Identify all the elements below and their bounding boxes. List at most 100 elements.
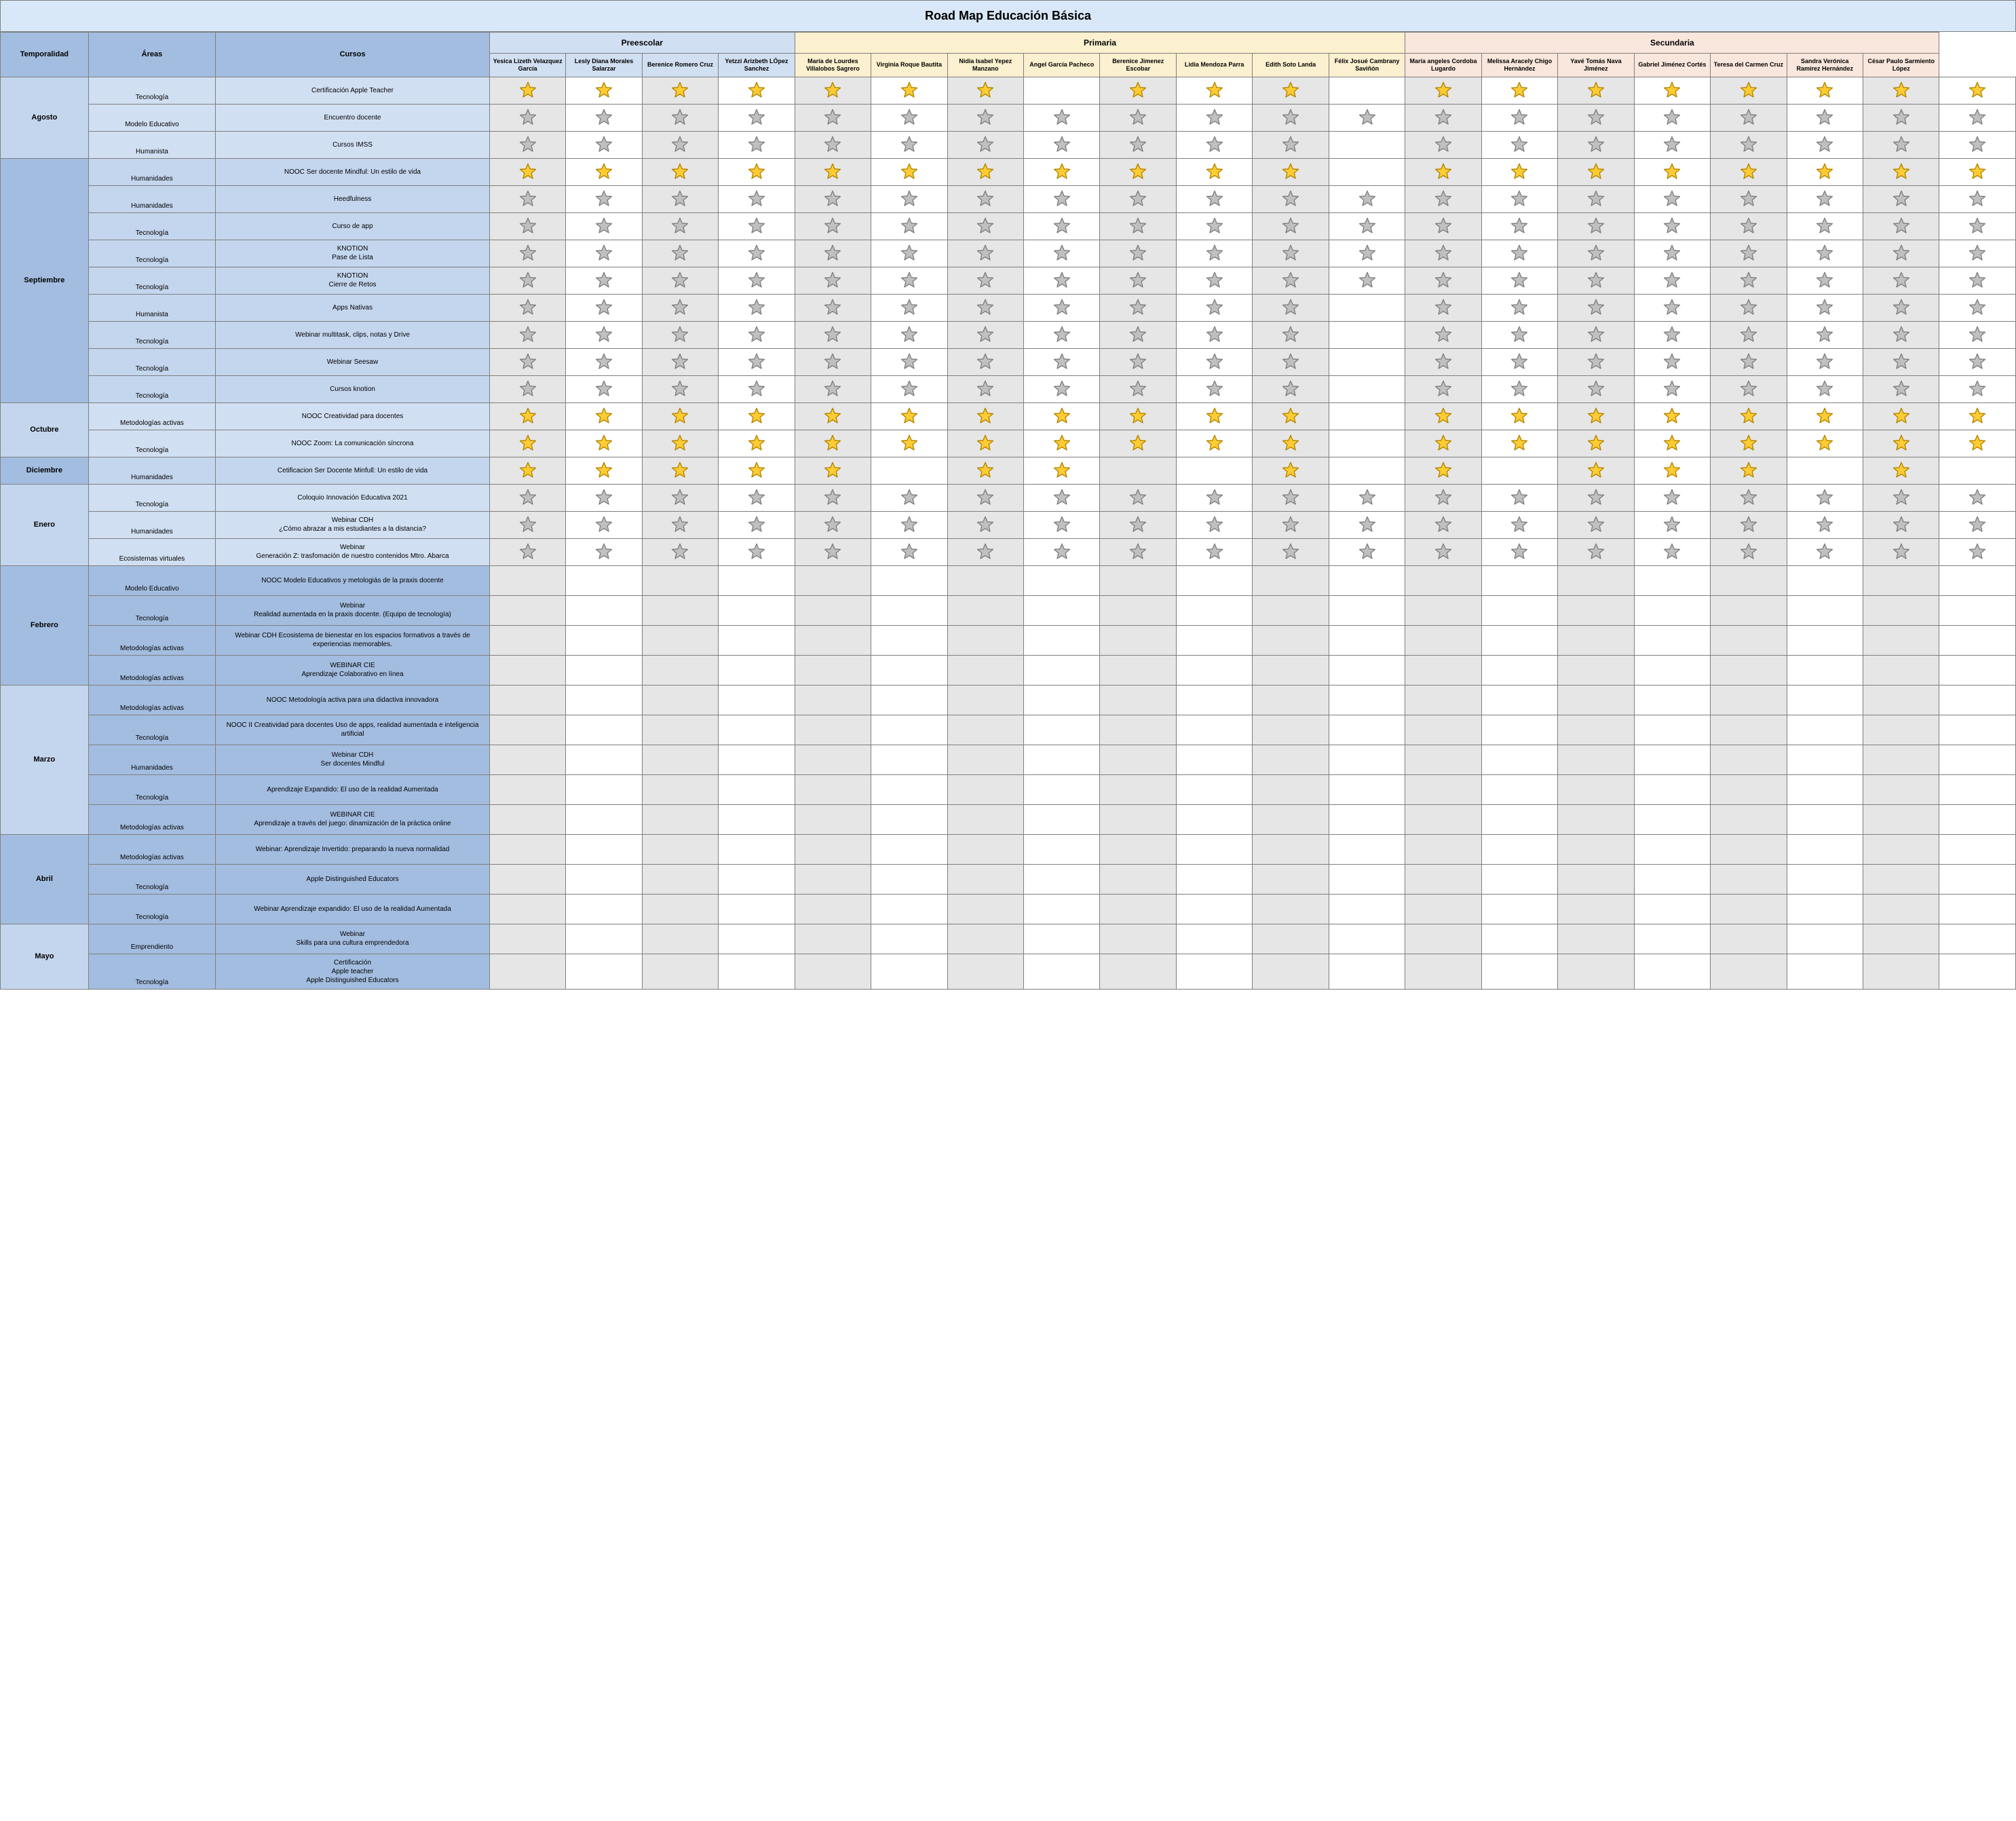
status-cell [642, 430, 718, 457]
star-icon [1128, 135, 1147, 154]
star-icon [670, 488, 689, 507]
status-cell [947, 565, 1023, 595]
status-cell [1024, 457, 1100, 484]
status-cell [947, 595, 1023, 625]
status-cell [1939, 267, 2016, 294]
star-icon [1662, 298, 1681, 317]
status-cell [489, 924, 565, 954]
status-cell [1100, 924, 1176, 954]
status-cell [489, 894, 565, 924]
area-cell: Tecnología [88, 430, 215, 457]
status-cell [1176, 104, 1252, 131]
status-cell [1558, 430, 1634, 457]
curso-cell: Aprendizaje Expandido: El uso de la real… [216, 774, 490, 804]
status-cell [1253, 240, 1329, 267]
star-icon [1434, 461, 1453, 480]
status-cell [1100, 625, 1176, 655]
curso-cell: WebinarGeneración Z: trasfomación de nue… [216, 538, 490, 565]
status-cell [489, 655, 565, 685]
status-cell [1100, 595, 1176, 625]
star-icon [1586, 515, 1605, 534]
status-cell [489, 185, 565, 212]
star-icon [1358, 244, 1377, 263]
status-cell [947, 457, 1023, 484]
area-cell: Tecnología [88, 715, 215, 745]
status-cell [1100, 402, 1176, 430]
status-cell [1253, 375, 1329, 402]
status-cell [1558, 294, 1634, 321]
star-icon [976, 434, 995, 453]
star-icon [1892, 461, 1911, 480]
status-cell [1176, 457, 1252, 484]
status-cell [1100, 538, 1176, 565]
status-cell [1863, 565, 1939, 595]
status-cell [947, 804, 1023, 834]
person-header: Virginia Roque Bautita [871, 54, 947, 77]
status-cell [947, 715, 1023, 745]
status-cell [1634, 834, 1710, 864]
status-cell [719, 954, 795, 989]
star-icon [1128, 515, 1147, 534]
status-cell [1481, 212, 1557, 240]
status-cell [1939, 348, 2016, 375]
month-cell: Octubre [1, 402, 89, 457]
status-cell [1481, 538, 1557, 565]
curso-cell: NOOC Zoom: La comunicación síncrona [216, 430, 490, 457]
status-cell [871, 511, 947, 538]
area-cell: Modelo Educativo [88, 565, 215, 595]
status-cell [1253, 715, 1329, 745]
status-cell [642, 625, 718, 655]
status-cell [1558, 77, 1634, 104]
status-cell [1100, 457, 1176, 484]
status-cell [566, 954, 642, 989]
status-cell [489, 864, 565, 894]
status-cell [566, 511, 642, 538]
status-cell [1176, 267, 1252, 294]
star-icon [518, 434, 537, 453]
person-header: María angeles Cordoba Lugardo [1405, 54, 1481, 77]
status-cell [1863, 240, 1939, 267]
star-icon [1968, 434, 1987, 453]
status-cell [1100, 864, 1176, 894]
status-cell [1863, 484, 1939, 511]
status-cell [1176, 894, 1252, 924]
status-cell [795, 240, 871, 267]
status-cell [719, 625, 795, 655]
status-cell [1939, 834, 2016, 864]
status-cell [1634, 745, 1710, 774]
star-icon [1358, 488, 1377, 507]
curso-cell: Heedfulness [216, 185, 490, 212]
status-cell [871, 321, 947, 348]
status-cell [1329, 685, 1405, 715]
status-cell [642, 715, 718, 745]
star-icon [518, 108, 537, 127]
star-icon [1892, 244, 1911, 263]
month-cell: Febrero [1, 565, 89, 685]
status-cell [566, 745, 642, 774]
status-cell [642, 77, 718, 104]
status-cell [871, 715, 947, 745]
status-cell [1634, 321, 1710, 348]
status-cell [566, 375, 642, 402]
status-cell [1405, 131, 1481, 158]
status-cell [795, 402, 871, 430]
status-cell [1558, 240, 1634, 267]
status-cell [1711, 924, 1787, 954]
status-cell [489, 267, 565, 294]
status-cell [1176, 131, 1252, 158]
status-cell [1405, 655, 1481, 685]
star-icon [1968, 108, 1987, 127]
star-icon [594, 434, 613, 453]
star-icon [1968, 352, 1987, 371]
star-icon [594, 162, 613, 181]
status-cell [795, 77, 871, 104]
status-cell [795, 804, 871, 834]
star-icon [1968, 488, 1987, 507]
star-icon [1052, 325, 1071, 344]
star-icon [823, 488, 842, 507]
star-icon [976, 189, 995, 208]
status-cell [1100, 484, 1176, 511]
status-cell [795, 212, 871, 240]
status-cell [1787, 484, 1863, 511]
status-cell [871, 375, 947, 402]
